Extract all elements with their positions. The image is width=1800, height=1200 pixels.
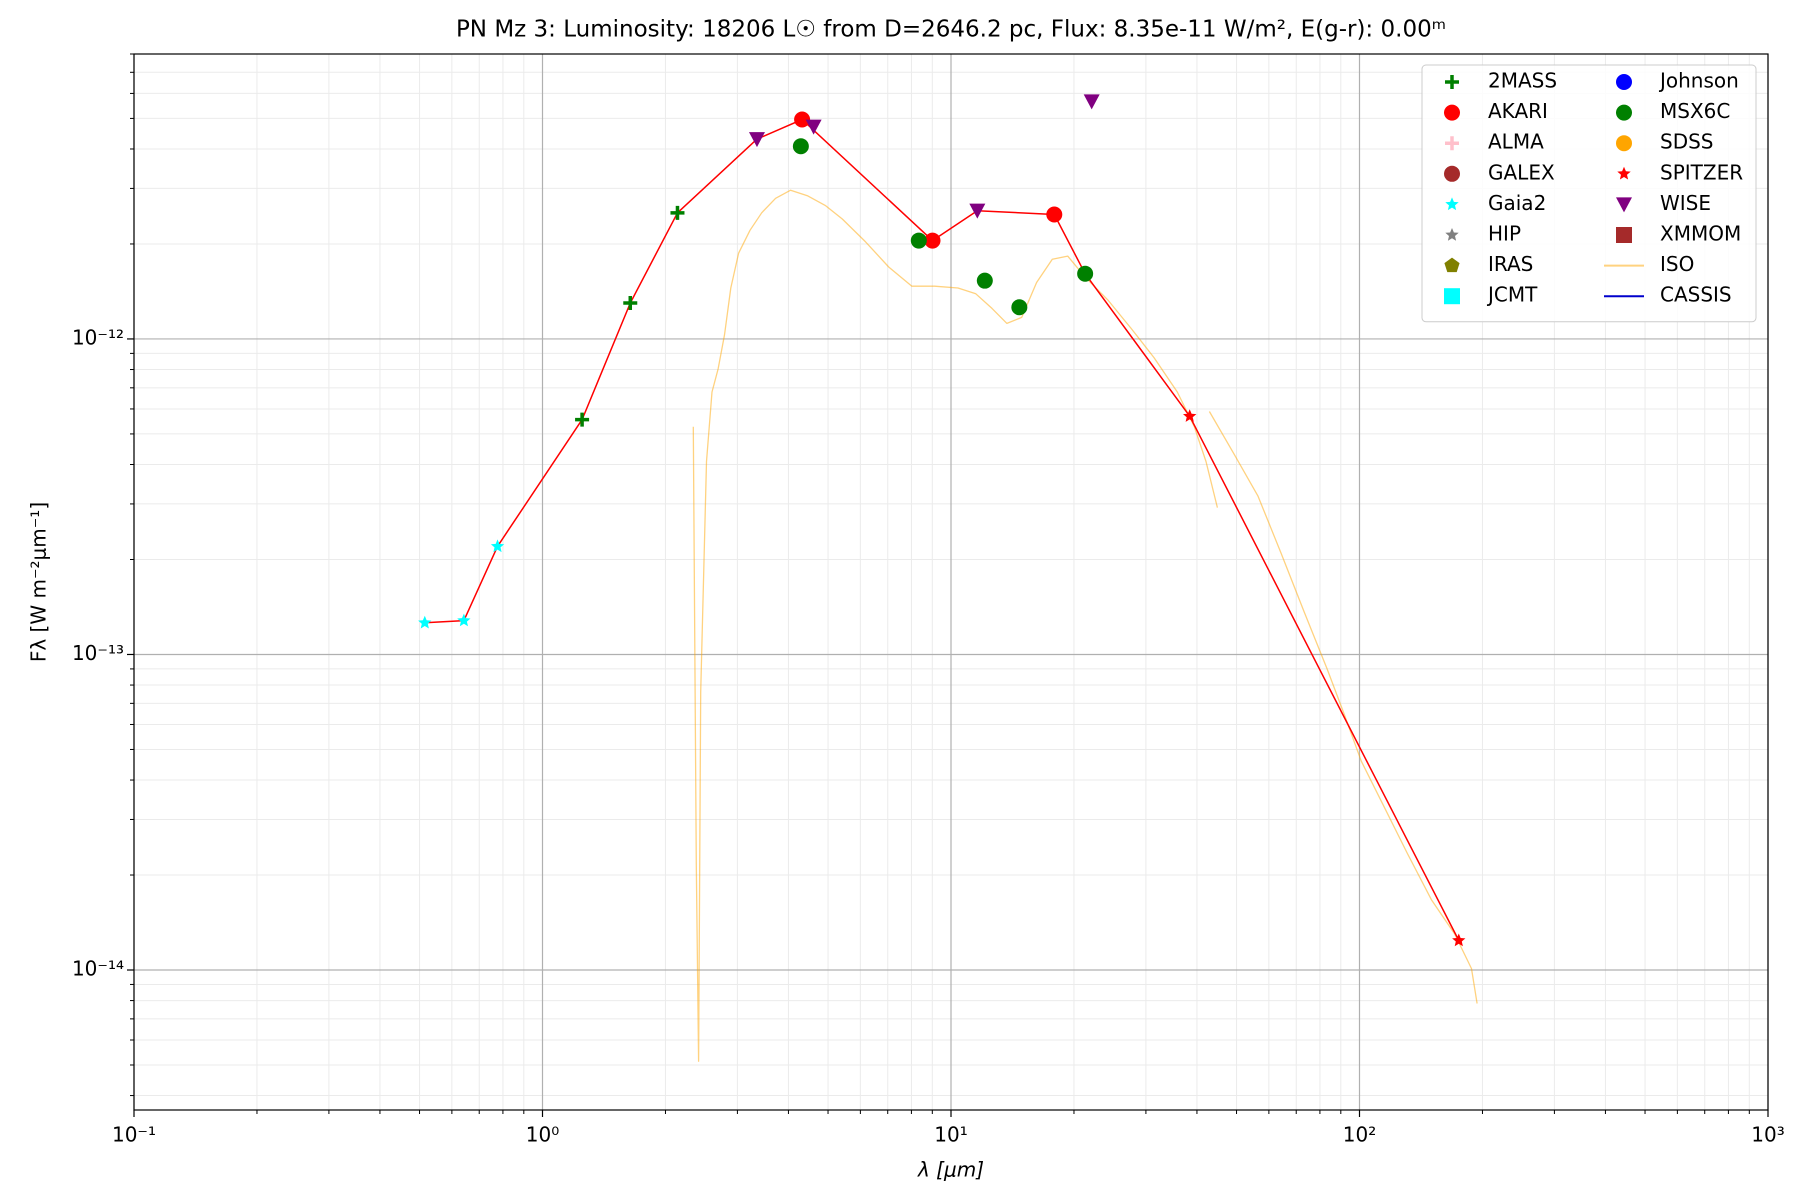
- legend-marker: [1616, 104, 1632, 121]
- legend-label: JCMT: [1486, 283, 1538, 307]
- chart-title: PN Mz 3: Luminosity: 18206 L☉ from D=264…: [456, 17, 1446, 43]
- legend-label: ISO: [1660, 252, 1694, 276]
- legend-marker: [1444, 165, 1460, 182]
- data-point: [924, 232, 941, 249]
- data-point: [623, 295, 638, 310]
- legend: 2MASS AKARI ALMA GALEX Gaia2 HIP IRAS JCMT Johns…: [1421, 64, 1757, 323]
- legend-marker: [1616, 74, 1632, 90]
- legend-marker: [1444, 257, 1460, 273]
- x-tick-label: 10⁰: [526, 1123, 559, 1147]
- data-point: [418, 615, 432, 629]
- legend-label: Gaia2: [1488, 191, 1546, 215]
- legend-marker: [1444, 104, 1460, 121]
- legend-label: 2MASS: [1488, 69, 1557, 93]
- legend-marker: [1445, 136, 1459, 151]
- y-tick-label: 10⁻¹²: [72, 325, 124, 349]
- x-tick-label: 10²: [1343, 1123, 1376, 1147]
- grid: [133, 53, 1769, 1110]
- legend-label: XMMOM: [1660, 222, 1741, 246]
- data-point: [1011, 299, 1028, 316]
- data-point: [575, 412, 590, 427]
- legend-label: GALEX: [1488, 160, 1555, 184]
- spectrum-line: [692, 189, 1478, 1062]
- legend-label: AKARI: [1488, 99, 1548, 123]
- data-point: [910, 232, 927, 249]
- x-tick-label: 10⁻¹: [112, 1123, 156, 1147]
- legend-label: MSX6C: [1660, 99, 1730, 123]
- data-point: [1083, 94, 1100, 110]
- data-point: [1077, 265, 1094, 282]
- legend-label: SPITZER: [1660, 160, 1743, 184]
- data-point: [805, 119, 822, 135]
- legend-box: [1421, 64, 1757, 323]
- legend-label: CASSIS: [1660, 283, 1732, 307]
- legend-marker: [1445, 228, 1459, 241]
- y-tick-label: 10⁻¹³: [72, 641, 124, 665]
- legend-label: WISE: [1660, 191, 1711, 215]
- legend-marker: [1445, 197, 1459, 211]
- data-point: [748, 132, 765, 148]
- legend-marker: [1445, 75, 1459, 89]
- legend-marker: [1444, 288, 1460, 305]
- data-point: [976, 272, 993, 289]
- legend-marker: [1616, 227, 1632, 243]
- x-axis-label: λ [μm]: [917, 1158, 984, 1182]
- data-point: [490, 539, 505, 553]
- data-point: [1183, 409, 1197, 422]
- axes: 10⁻¹ 10⁰ 10¹ 10² 10³ 10⁻¹⁴ 10⁻¹³ 10⁻¹²: [72, 53, 1785, 1147]
- data-point: [792, 138, 809, 155]
- x-tick-label: 10¹: [934, 1123, 967, 1147]
- legend-label: Johnson: [1658, 69, 1739, 93]
- legend-marker: [1617, 166, 1631, 180]
- data-point: [794, 111, 811, 128]
- data-point: [969, 203, 986, 219]
- plot-area: [418, 94, 1478, 1062]
- y-axis-label: Fλ [W m⁻²μm⁻¹]: [27, 502, 51, 662]
- legend-label: ALMA: [1488, 130, 1544, 154]
- legend-marker: [1616, 197, 1632, 213]
- data-point: [1452, 933, 1466, 947]
- data-point: [670, 205, 685, 220]
- legend-marker: [1616, 135, 1632, 152]
- data-point: [1046, 206, 1063, 223]
- legend-label: HIP: [1488, 222, 1521, 246]
- sed-line: [424, 118, 1460, 941]
- x-tick-label: 10³: [1751, 1123, 1784, 1147]
- y-tick-label: 10⁻¹⁴: [72, 957, 124, 981]
- legend-label: IRAS: [1488, 252, 1533, 276]
- data-point: [457, 613, 471, 627]
- legend-label: SDSS: [1660, 130, 1714, 154]
